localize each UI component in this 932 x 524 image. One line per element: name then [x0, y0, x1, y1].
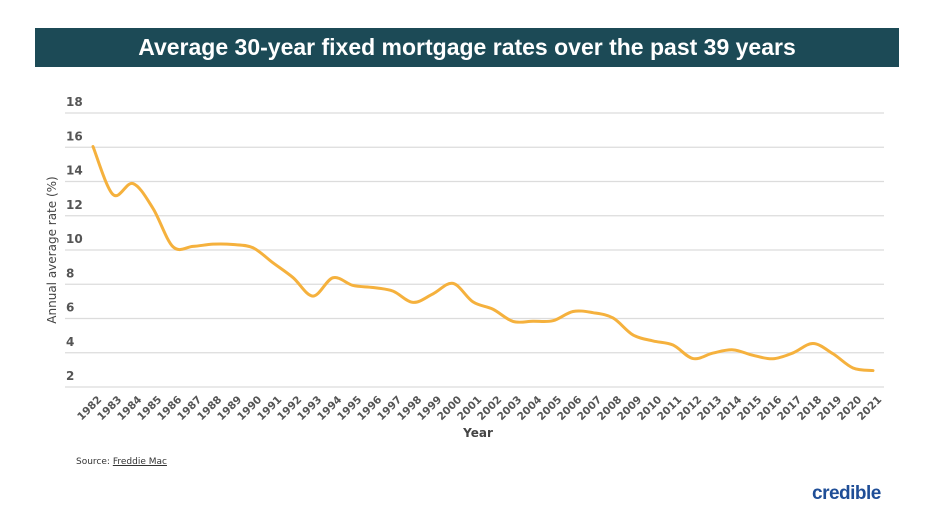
y-tick-label: 8: [66, 266, 74, 280]
y-tick-label: 16: [66, 129, 83, 143]
source-label: Source:: [76, 457, 110, 467]
chart-title: Average 30-year fixed mortgage rates ove…: [35, 28, 899, 67]
source-link[interactable]: Freddie Mac: [112, 457, 167, 467]
y-tick-label: 2: [66, 369, 74, 383]
y-tick-label: 14: [66, 164, 83, 178]
y-tick-label: 12: [66, 198, 83, 212]
credible-logo: credible: [812, 483, 881, 504]
series-line: [91, 145, 875, 373]
source-note: Source: Freddie Mac: [76, 457, 167, 467]
y-tick-label: 4: [66, 335, 74, 349]
y-tick-label: 18: [66, 95, 83, 109]
y-tick-label: 10: [66, 232, 83, 246]
y-tick-label: 6: [66, 301, 74, 315]
y-axis-label: Annual average rate (%): [45, 176, 59, 323]
x-axis-label: Year: [462, 426, 493, 440]
